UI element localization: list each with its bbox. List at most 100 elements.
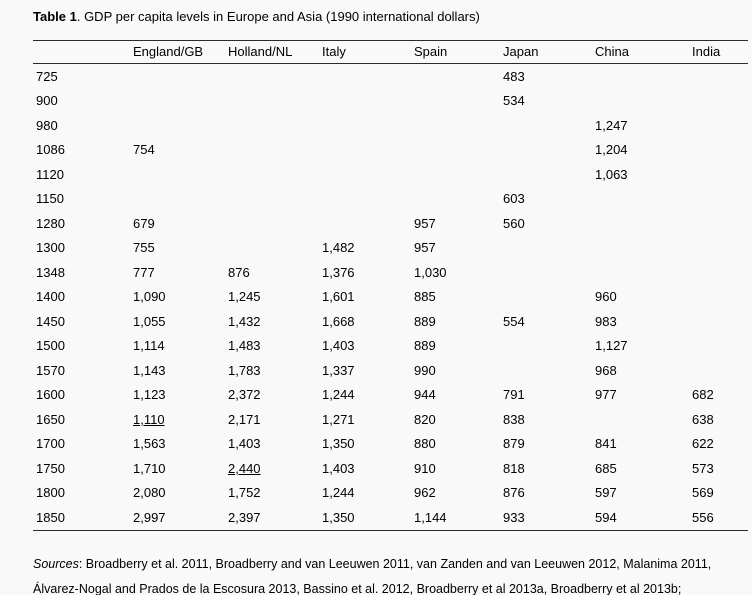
value-cell (592, 187, 689, 212)
value-cell: 777 (133, 264, 155, 280)
value-cell (689, 64, 748, 89)
value-cell (500, 285, 592, 310)
value-cell: 1,432 (228, 313, 261, 329)
value-cell: 569 (692, 485, 714, 501)
value-cell: 2,997 (133, 509, 166, 525)
value-cell: 1,350 (322, 509, 355, 525)
value-cell: 1,030 (414, 264, 447, 280)
sources-label: Sources (33, 556, 79, 571)
value-cell (411, 138, 500, 163)
value-cell: 597 (595, 485, 617, 501)
value-cell: 968 (595, 362, 617, 378)
table-row: 1150 603 (33, 187, 748, 212)
table-row: 1500 1,114 1,483 1,403 889 1,127 (33, 334, 748, 359)
value-cell: 791 (503, 387, 525, 403)
value-cell: 2,080 (133, 485, 166, 501)
value-cell (500, 236, 592, 261)
value-cell (225, 89, 319, 114)
value-cell: 554 (503, 313, 525, 329)
year-cell: 980 (36, 117, 58, 133)
value-cell: 1,110 (133, 411, 165, 427)
table-row: 1348 777 876 1,376 1,030 (33, 260, 748, 285)
value-cell (411, 113, 500, 138)
value-cell (592, 260, 689, 285)
value-cell (130, 113, 225, 138)
year-cell: 1086 (36, 142, 65, 158)
year-cell: 1570 (36, 362, 65, 378)
value-cell (500, 162, 592, 187)
value-cell: 838 (503, 411, 525, 427)
value-cell (319, 138, 411, 163)
year-cell: 1280 (36, 215, 65, 231)
value-cell: 1,482 (322, 240, 355, 256)
value-cell: 1,055 (133, 313, 166, 329)
value-cell: 933 (503, 509, 525, 525)
value-cell: 1,563 (133, 436, 166, 452)
value-cell: 944 (414, 387, 436, 403)
value-cell: 1,247 (595, 117, 628, 133)
value-cell: 960 (595, 289, 617, 305)
value-cell: 2,171 (228, 411, 261, 427)
table-row: 1280 679 957 560 (33, 211, 748, 236)
value-cell: 685 (595, 460, 617, 476)
year-cell: 1500 (36, 338, 65, 354)
value-cell: 560 (503, 215, 525, 231)
year-cell: 1600 (36, 387, 65, 403)
table-body: 725 483 900 534 980 1,247 1086 754 1,204 1120 1,06… (33, 64, 748, 531)
value-cell: 1,271 (322, 411, 355, 427)
value-cell: 1,114 (133, 338, 165, 354)
value-cell: 977 (595, 387, 617, 403)
sources-text: : Broadberry et al. 2011, Broadberry and… (33, 556, 712, 595)
value-cell: 880 (414, 436, 436, 452)
value-cell: 682 (692, 387, 714, 403)
value-cell: 2,372 (228, 387, 261, 403)
table-row: 980 1,247 (33, 113, 748, 138)
table-row: 1120 1,063 (33, 162, 748, 187)
column-header: China (595, 44, 629, 59)
value-cell: 1,063 (595, 166, 628, 182)
table-row: 1300 755 1,482 957 (33, 236, 748, 261)
value-cell (225, 64, 319, 89)
value-cell: 990 (414, 362, 436, 378)
value-cell: 1,090 (133, 289, 166, 305)
value-cell: 2,397 (228, 509, 261, 525)
table-row: 725 483 (33, 64, 748, 89)
value-cell: 755 (133, 240, 155, 256)
value-cell: 957 (414, 240, 436, 256)
value-cell: 638 (692, 411, 714, 427)
value-cell: 889 (414, 313, 436, 329)
table-title: Table 1. GDP per capita levels in Europe… (33, 9, 752, 25)
value-cell (592, 236, 689, 261)
value-cell: 1,144 (414, 509, 447, 525)
value-cell: 1,376 (322, 264, 355, 280)
value-cell (592, 407, 689, 432)
value-cell (500, 113, 592, 138)
year-cell: 1400 (36, 289, 65, 305)
value-cell (689, 358, 748, 383)
year-cell: 1120 (36, 166, 64, 182)
value-cell: 820 (414, 411, 436, 427)
table-row: 1600 1,123 2,372 1,244 944 791 977 682 (33, 383, 748, 408)
column-header: Japan (503, 44, 539, 59)
value-cell: 1,204 (595, 142, 628, 158)
value-cell (689, 113, 748, 138)
value-cell: 1,483 (228, 338, 261, 354)
value-cell (689, 162, 748, 187)
table-row: 1086 754 1,204 (33, 138, 748, 163)
year-cell: 1300 (36, 240, 65, 256)
value-cell: 1,403 (322, 338, 355, 354)
year-cell: 1700 (36, 436, 65, 452)
value-cell (225, 162, 319, 187)
value-cell (500, 358, 592, 383)
table-title-label: Table 1 (33, 9, 77, 24)
value-cell (689, 309, 748, 334)
value-cell (319, 113, 411, 138)
value-cell: 818 (503, 460, 525, 476)
table-row: 1850 2,997 2,397 1,350 1,144 933 594 556 (33, 505, 748, 530)
table-row: 1750 1,710 2,440 1,403 910 818 685 573 (33, 456, 748, 481)
value-cell: 962 (414, 485, 436, 501)
value-cell (592, 211, 689, 236)
value-cell: 879 (503, 436, 525, 452)
header-row: England/GB Holland/NL Italy Spain Japan China… (33, 41, 748, 64)
year-cell: 1800 (36, 485, 65, 501)
